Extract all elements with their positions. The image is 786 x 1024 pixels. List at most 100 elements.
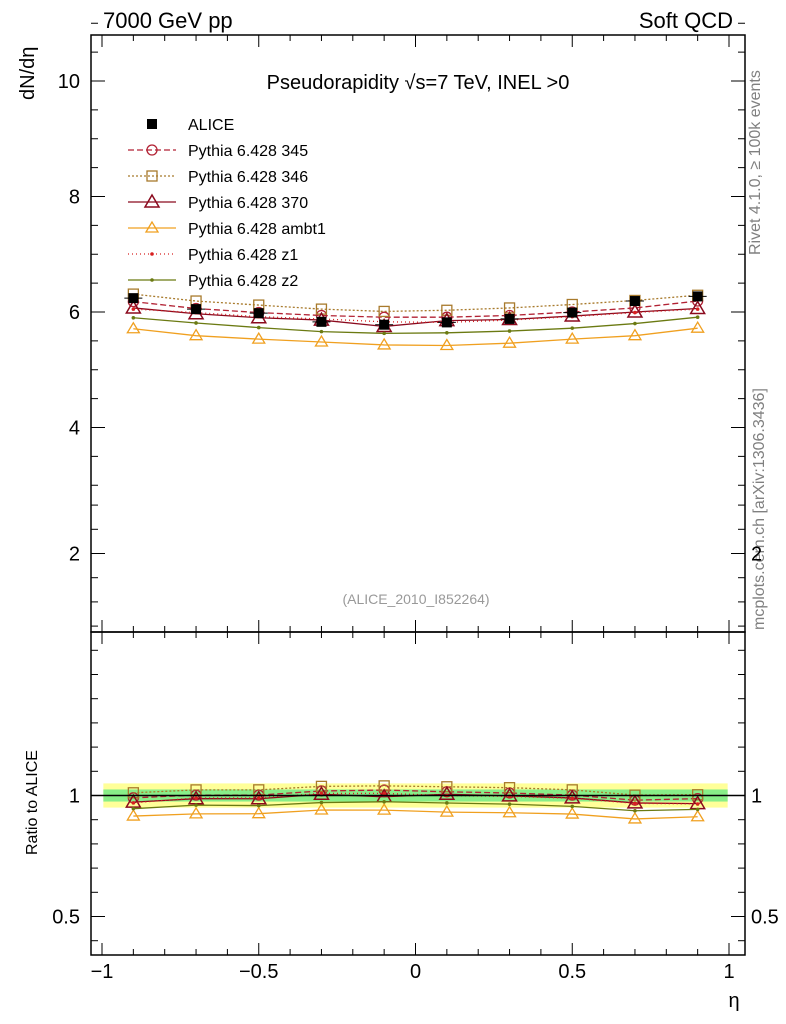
- series-1-point: [441, 304, 453, 316]
- series-2-point: [689, 300, 706, 315]
- series-5-point: [256, 325, 261, 330]
- series-5-point: [695, 315, 700, 319]
- ratio-5-point: [695, 807, 700, 812]
- ratio-1-point: [503, 782, 516, 794]
- series-5-point: [570, 326, 575, 330]
- ratio-3-point: [251, 806, 266, 819]
- y-axis-title: dN/dη: [17, 47, 39, 100]
- series-5-point: [382, 331, 386, 336]
- legend-label-1: Pythia 6.428 346: [188, 169, 308, 186]
- x-tick-label: 0.5: [558, 961, 586, 983]
- x-axis-title: η: [728, 990, 739, 1012]
- ratio-5-point: [633, 808, 637, 813]
- ratio-1-point: [441, 781, 453, 793]
- ratio-plot-frame: [90, 631, 746, 956]
- ratio-axis-title: Ratio to ALICE: [24, 750, 41, 855]
- analysis-id-label: (ALICE_2010_I852264): [342, 591, 489, 607]
- series-3-point: [565, 331, 580, 344]
- ratio-tick-label: 0.5: [52, 907, 80, 929]
- y-tick-label: 4: [69, 418, 80, 440]
- series-5-point: [319, 329, 324, 334]
- legend-label-3: Pythia 6.428 ambt1: [188, 221, 326, 238]
- ratio-5-point: [382, 799, 386, 804]
- ratio-5-point: [319, 800, 324, 805]
- ratio-tick-label: 1: [69, 786, 80, 808]
- ratio-line-3: [133, 809, 698, 820]
- series-3-point: [439, 338, 454, 351]
- plot-title-prefix: Pseudorapidity: [267, 72, 405, 94]
- ratio-5-point: [194, 803, 198, 807]
- ratio-4-point: [695, 802, 700, 806]
- y-tick-label: 6: [69, 302, 80, 324]
- series-3-point: [314, 334, 329, 347]
- series-4-point: [131, 307, 136, 311]
- ratio-5-point: [131, 806, 136, 811]
- series-3-point: [502, 335, 517, 348]
- ratio-4-point: [633, 801, 637, 806]
- series-2-point: [125, 299, 142, 314]
- plot-title-sqrt: √: [405, 72, 416, 94]
- legend-label-2: Pythia 6.428 370: [188, 195, 308, 212]
- ratio-2-point: [438, 785, 456, 801]
- series-line-3: [133, 327, 698, 347]
- legend-label-0: Pythia 6.428 345: [188, 143, 308, 160]
- legend-marker-1: [146, 170, 158, 182]
- series-2-point: [626, 303, 644, 318]
- series-line-5: [133, 316, 698, 335]
- ratio-5-point: [507, 802, 512, 806]
- ratio-1-point: [315, 780, 328, 793]
- ratio-4-point: [194, 796, 198, 800]
- ratio-3-point: [188, 806, 204, 819]
- legend-marker-2: [143, 193, 161, 208]
- ratio-line-5: [133, 801, 698, 812]
- ratio-4-point: [382, 791, 386, 796]
- ratio-3-point: [377, 802, 392, 815]
- series-line-2: [133, 307, 698, 328]
- ratio-tick-label: 2: [69, 544, 80, 566]
- y-tick-label: 8: [69, 187, 80, 209]
- legend-label-5: Pythia 6.428 z2: [188, 273, 298, 290]
- series-5-point: [194, 321, 198, 325]
- legend-label-4: Pythia 6.428 z1: [188, 247, 298, 264]
- ratio-3-point: [126, 808, 141, 821]
- legend-marker-alice: [147, 119, 157, 129]
- ratio-2-point: [250, 790, 268, 805]
- series-5-point: [131, 315, 136, 320]
- series-3-point: [377, 337, 392, 350]
- ratio-tick-label-right: 0.5: [751, 907, 779, 929]
- series-3-point: [251, 331, 266, 344]
- ratio-2-point: [626, 794, 644, 809]
- rivet-version-label: Rivet 4.1.0, ≥ 100k events: [747, 70, 764, 255]
- ratio-4-point: [131, 801, 136, 805]
- y-tick-label: 10: [58, 71, 80, 93]
- series-5-point: [633, 321, 637, 326]
- ratio-3-point: [627, 811, 643, 824]
- series-3-point: [188, 328, 204, 341]
- header-right: Soft QCD: [639, 8, 733, 33]
- ratio-4-point: [319, 791, 324, 796]
- x-tick-label: 0: [410, 961, 421, 983]
- series-3-point: [690, 320, 705, 333]
- ratio-3-point: [690, 809, 705, 822]
- ratio-4-point: [256, 796, 261, 800]
- legend-marker-5: [150, 278, 154, 282]
- header-left: 7000 GeV pp: [103, 8, 233, 33]
- series-1-point: [378, 305, 390, 318]
- x-tick-label: −1: [91, 961, 114, 983]
- series-line-0: [133, 300, 698, 318]
- ratio-5-point: [445, 801, 449, 805]
- ratio-3-point: [502, 805, 517, 818]
- ratio-3-point: [314, 802, 329, 815]
- ratio-3-point: [565, 806, 580, 819]
- ratio-5-point: [570, 804, 575, 809]
- legend-marker-3: [144, 220, 160, 233]
- ratio-1-point: [127, 787, 140, 799]
- legend: ALICE Pythia 6.428 345 Pythia 6.428 346 Pyt…: [128, 117, 326, 290]
- ratio-1-point: [692, 789, 704, 801]
- series-3-point: [627, 328, 643, 341]
- series-3-point: [126, 321, 141, 334]
- ratio-2-point: [563, 789, 581, 804]
- mcplots-label: mcplots.cern.ch [arXiv:1306.3436]: [751, 388, 768, 630]
- series-4-point: [695, 307, 700, 311]
